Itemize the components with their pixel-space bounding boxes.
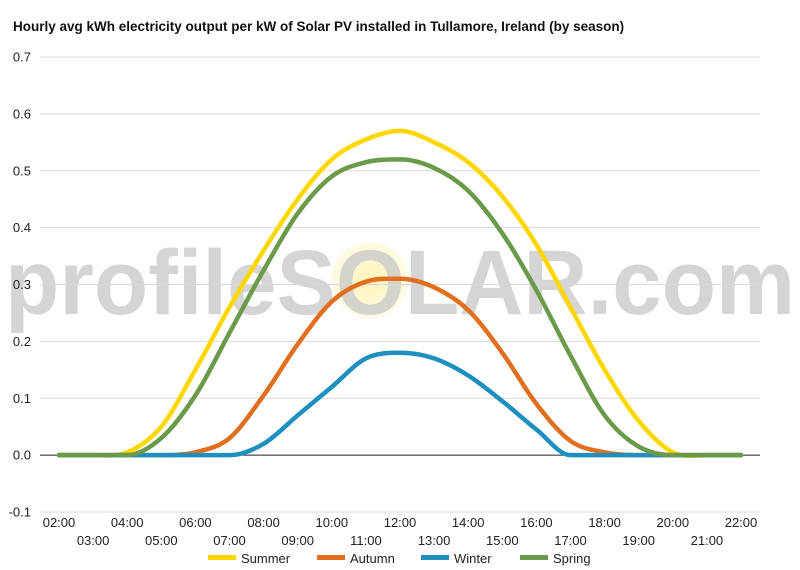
legend-label: Winter xyxy=(454,551,492,566)
series-lines xyxy=(56,128,744,459)
x-tick-label: 17:00 xyxy=(554,533,587,548)
y-tick-label: 0.3 xyxy=(13,277,31,292)
x-tick-label: 21:00 xyxy=(691,533,724,548)
y-tick-label: 0.2 xyxy=(13,334,31,349)
x-tick-label: 02:00 xyxy=(43,515,76,530)
legend-swatch-spring xyxy=(520,555,548,560)
x-tick-label: 22:00 xyxy=(725,515,758,530)
y-tick-label: 0.4 xyxy=(13,220,31,235)
x-axis: 02:0003:0004:0005:0006:0007:0008:0009:00… xyxy=(43,515,758,548)
y-tick-label: 0.0 xyxy=(13,448,31,463)
x-tick-label: 06:00 xyxy=(179,515,212,530)
x-tick-label: 03:00 xyxy=(77,533,110,548)
x-tick-label: 19:00 xyxy=(622,533,655,548)
x-tick-label: 13:00 xyxy=(418,533,451,548)
x-tick-label: 05:00 xyxy=(145,533,178,548)
series-line-summer xyxy=(56,128,744,459)
x-tick-label: 09:00 xyxy=(281,533,314,548)
x-tick-label: 04:00 xyxy=(111,515,144,530)
x-tick-label: 12:00 xyxy=(384,515,417,530)
legend-label: Spring xyxy=(553,551,591,566)
x-tick-label: 08:00 xyxy=(247,515,280,530)
x-tick-label: 10:00 xyxy=(316,515,349,530)
x-tick-label: 07:00 xyxy=(213,533,246,548)
watermark-text: profileSOLAR.com xyxy=(5,232,795,334)
legend-label: Summer xyxy=(241,551,291,566)
x-tick-label: 20:00 xyxy=(657,515,690,530)
legend: Summer Autumn Winter Spring xyxy=(208,551,591,566)
y-tick-label: 0.5 xyxy=(13,163,31,178)
series-line-winter xyxy=(56,350,744,458)
watermark: profileSOLAR.com xyxy=(5,232,795,334)
x-tick-label: 18:00 xyxy=(588,515,621,530)
y-tick-label: -0.1 xyxy=(9,505,31,520)
x-tick-label: 15:00 xyxy=(486,533,519,548)
legend-swatch-winter xyxy=(421,555,449,560)
y-tick-label: 0.1 xyxy=(13,391,31,406)
legend-label: Autumn xyxy=(350,551,395,566)
x-tick-label: 14:00 xyxy=(452,515,485,530)
chart-title: Hourly avg kWh electricity output per kW… xyxy=(13,19,625,34)
y-tick-label: 0.7 xyxy=(13,50,31,65)
series-line-spring xyxy=(56,157,744,458)
y-tick-label: 0.6 xyxy=(13,106,31,121)
legend-swatch-summer xyxy=(208,555,236,560)
legend-swatch-autumn xyxy=(317,555,345,560)
grid xyxy=(40,56,760,513)
y-axis: 0.7 0.6 0.5 0.4 0.3 0.2 0.1 0.0 -0.1 xyxy=(9,50,31,520)
x-tick-label: 16:00 xyxy=(520,515,553,530)
x-tick-label: 11:00 xyxy=(350,533,382,548)
